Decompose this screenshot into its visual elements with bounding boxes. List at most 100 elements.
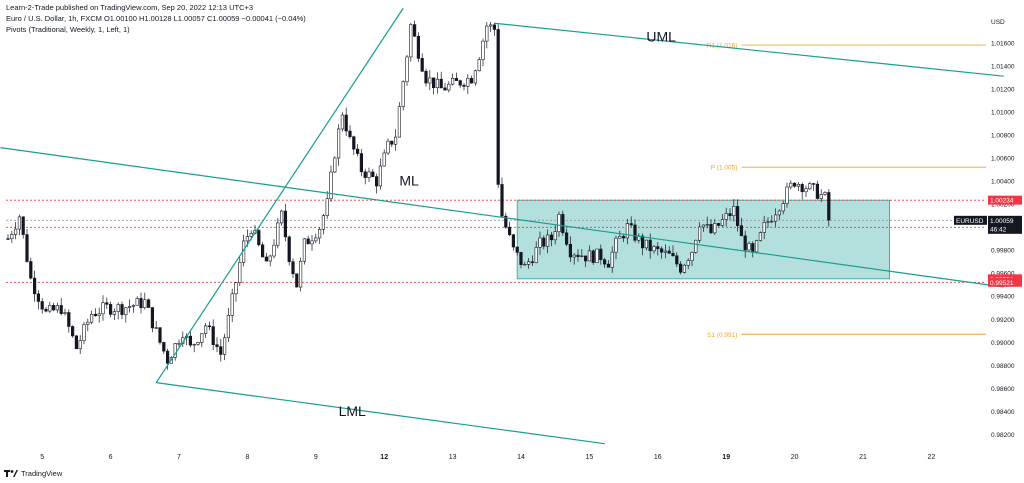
candle — [63, 308, 67, 316]
candle — [709, 219, 713, 235]
candle-body — [640, 235, 645, 249]
candle-body — [800, 184, 804, 193]
candle — [564, 228, 569, 247]
candle-body — [219, 346, 223, 355]
candle — [827, 189, 831, 227]
candle-body — [796, 184, 800, 187]
candle-body — [207, 325, 212, 327]
candle-body — [686, 260, 690, 266]
candle — [659, 246, 664, 259]
candle-body — [409, 24, 413, 58]
candle-body — [519, 252, 523, 265]
candle — [678, 261, 683, 275]
x-tick-label: 6 — [109, 454, 113, 461]
candle — [162, 341, 166, 354]
candle-body — [264, 256, 269, 262]
candle-body — [192, 343, 196, 346]
candle-body — [754, 240, 759, 253]
candle-body — [166, 350, 170, 364]
candle — [90, 310, 94, 325]
current-price-tag: 1.00059 — [990, 218, 1014, 225]
candle — [443, 82, 447, 91]
candle — [785, 182, 789, 208]
candle-body — [747, 243, 751, 251]
candle-body — [401, 81, 405, 107]
candle — [754, 239, 759, 254]
candle-body — [773, 214, 778, 222]
candle — [135, 296, 139, 306]
candle-body — [553, 231, 557, 241]
candle-body — [272, 244, 276, 257]
candle — [131, 304, 136, 313]
tradingview-branding[interactable]: TradingView — [4, 469, 62, 478]
time-axis[interactable]: 5 6 7 8 9 12 13 14 15 16 19 20 21 22 — [40, 454, 935, 461]
candle-body — [462, 84, 466, 87]
candle-body — [599, 248, 603, 260]
candle — [101, 295, 105, 321]
horizontal-levels-layer: R1 (1.016) P (1.005) S1 (0.991) — [6, 43, 986, 339]
candle-body — [770, 220, 774, 223]
candle-body — [496, 29, 500, 185]
candle — [317, 227, 322, 244]
candle — [477, 57, 481, 72]
candle-body — [59, 305, 63, 314]
candle-body — [743, 235, 747, 251]
candle-body — [279, 210, 284, 224]
candle-body — [428, 77, 432, 84]
candle — [219, 338, 223, 362]
y-tick-label: 0.98600 — [991, 386, 1015, 393]
candle-body — [720, 219, 724, 226]
candle — [177, 339, 181, 347]
candle-body — [67, 312, 71, 327]
candle — [682, 263, 686, 274]
candle — [466, 74, 470, 94]
candle — [40, 298, 44, 314]
candle-body — [143, 299, 147, 309]
candle-body — [450, 78, 455, 85]
candle — [663, 244, 667, 259]
candle — [44, 306, 48, 313]
y-tick-label: 0.99800 — [991, 248, 1015, 255]
candle — [355, 144, 360, 157]
candle — [51, 302, 56, 312]
candle — [713, 219, 717, 235]
candle-body — [534, 247, 538, 263]
candle-body — [390, 140, 394, 145]
candle-body — [74, 335, 78, 350]
candle-body — [595, 248, 599, 263]
price-tag-bg — [988, 195, 1022, 205]
candle-body — [614, 237, 618, 253]
candle-body — [523, 264, 527, 266]
candle — [97, 307, 101, 323]
candle-body — [447, 83, 451, 91]
candle — [629, 216, 633, 227]
candle — [86, 318, 90, 332]
candle — [720, 214, 724, 228]
candle — [424, 68, 428, 87]
candle — [71, 325, 75, 338]
candle-body — [542, 237, 546, 247]
candle — [773, 208, 778, 227]
candle-body — [728, 213, 732, 216]
candle — [264, 252, 269, 262]
candle-body — [416, 35, 421, 59]
candle — [572, 253, 576, 265]
candle-body — [827, 192, 831, 221]
candle-body — [14, 228, 18, 235]
channel-label-lml: LML — [339, 403, 366, 419]
candle-body — [25, 234, 29, 262]
symbol-tag: EURUSD — [956, 218, 984, 225]
y-tick-label: 1.01200 — [991, 86, 1015, 93]
candle — [420, 53, 424, 73]
candle — [526, 258, 531, 269]
candle-body — [283, 210, 288, 238]
candle — [504, 212, 508, 229]
candle-body — [656, 246, 660, 250]
candle-body — [230, 293, 234, 316]
candle — [173, 342, 177, 361]
candle-body — [147, 299, 151, 308]
candle — [724, 207, 728, 227]
candle-body — [344, 114, 348, 132]
candle-body — [412, 24, 417, 37]
